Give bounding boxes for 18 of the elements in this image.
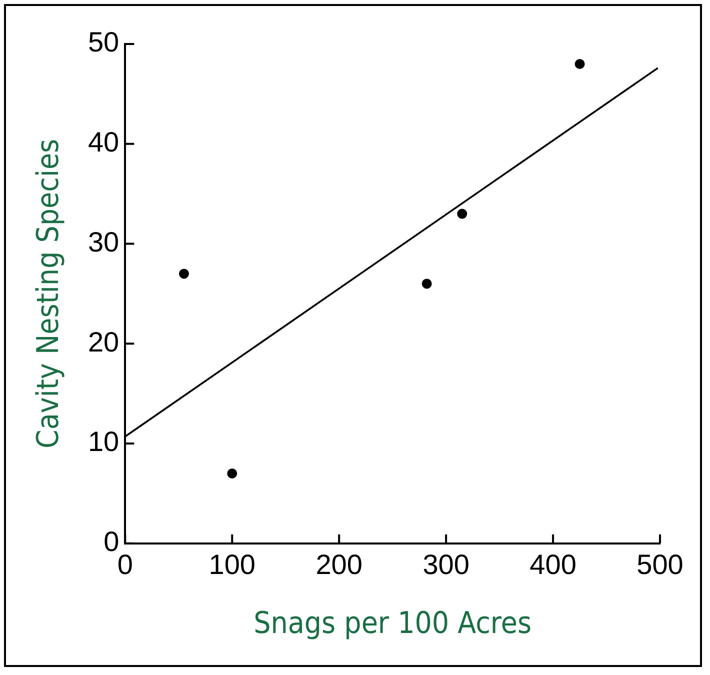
point (457, 208, 468, 219)
y-tick-label: 0 (104, 526, 120, 558)
y-tick-label: 50 (88, 26, 120, 58)
point (574, 58, 585, 69)
y-tick-label: 40 (88, 126, 120, 158)
x-tick-label: 100 (208, 548, 256, 580)
x-tick-label: 400 (530, 548, 576, 580)
x-tick-label: 500 (636, 548, 684, 580)
point (422, 278, 432, 289)
point (178, 268, 189, 279)
x-tick-label: 200 (316, 548, 362, 580)
y-tick-label: 10 (88, 426, 120, 458)
y-tick-label: 20 (88, 326, 120, 358)
y-tick-label: 30 (88, 226, 120, 258)
x-axis-title: Snags per 100 Acres (254, 606, 532, 641)
point (227, 468, 238, 478)
x-tick-label: 300 (422, 548, 470, 580)
y-axis-title: Cavity Nesting Species (30, 138, 66, 449)
